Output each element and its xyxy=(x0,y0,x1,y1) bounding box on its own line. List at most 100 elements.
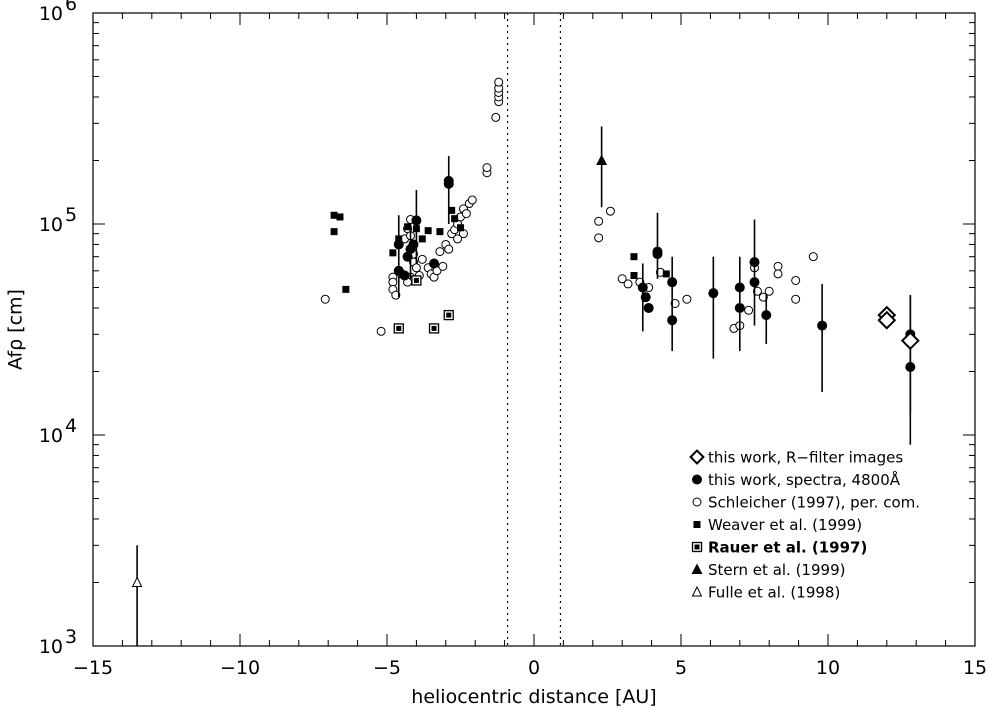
y-tick-label: 10 xyxy=(39,425,63,447)
data-point xyxy=(428,323,440,334)
data-point xyxy=(670,298,680,308)
data-point xyxy=(808,252,818,262)
series-circle-open xyxy=(320,77,818,336)
data-point xyxy=(402,251,413,262)
data-point xyxy=(399,270,410,281)
data-point xyxy=(417,254,427,264)
data-point xyxy=(491,112,501,122)
data-point xyxy=(900,331,920,351)
data-point xyxy=(393,323,404,334)
data-point xyxy=(623,279,633,289)
series-circle-filled xyxy=(393,156,916,445)
data-point xyxy=(393,239,404,250)
square-center xyxy=(431,325,437,331)
x-tick-label: 15 xyxy=(963,657,987,679)
series-diamond-open xyxy=(877,295,920,411)
data-point xyxy=(457,224,464,232)
data-point xyxy=(758,292,768,302)
data-point xyxy=(594,216,604,226)
square-center xyxy=(694,544,700,550)
data-point xyxy=(131,576,143,587)
x-axis-ticks: −15 −10 −5 0 5 10 15 xyxy=(73,13,987,679)
data-point xyxy=(330,211,338,219)
legend-marker xyxy=(691,541,703,553)
data-point xyxy=(444,244,454,254)
legend-label: Weaver et al. (1999) xyxy=(708,516,862,534)
data-point xyxy=(605,206,615,216)
data-point xyxy=(640,292,651,303)
y-tick-label: 10 xyxy=(39,636,63,658)
data-point xyxy=(749,257,760,268)
data-point xyxy=(389,249,397,257)
data-point xyxy=(764,286,774,296)
data-point xyxy=(424,227,432,235)
y-tick-exponent: 6 xyxy=(65,0,77,15)
legend: this work, R−filter images this work, spe… xyxy=(689,449,920,602)
data-point xyxy=(342,285,350,293)
series-square-dot xyxy=(393,275,454,334)
data-point xyxy=(411,275,422,286)
data-point xyxy=(662,270,670,278)
square-center xyxy=(413,277,419,283)
data-point xyxy=(408,239,419,250)
data-point xyxy=(391,290,401,300)
data-point xyxy=(817,320,828,331)
legend-label: Schleicher (1997), per. com. xyxy=(708,494,920,512)
x-tick-label: 10 xyxy=(816,657,840,679)
legend-marker xyxy=(689,449,705,465)
data-point xyxy=(482,163,492,173)
data-point xyxy=(630,272,638,280)
data-point xyxy=(443,178,454,189)
data-point xyxy=(436,228,444,236)
data-point xyxy=(467,195,477,205)
y-tick-exponent: 5 xyxy=(65,204,77,226)
data-point xyxy=(448,206,456,214)
data-point xyxy=(596,154,608,165)
data-point xyxy=(734,282,745,293)
legend-marker xyxy=(693,521,701,528)
data-point xyxy=(438,261,448,271)
y-tick-label: 10 xyxy=(39,3,63,25)
data-point xyxy=(734,302,745,313)
data-point xyxy=(877,310,897,330)
data-point xyxy=(376,326,386,336)
data-point xyxy=(429,258,440,269)
square-center xyxy=(396,325,402,331)
data-point xyxy=(667,277,678,288)
data-point xyxy=(404,223,412,231)
data-point xyxy=(749,277,760,288)
x-tick-label: −5 xyxy=(373,657,401,679)
data-point xyxy=(617,274,627,284)
x-tick-label: 0 xyxy=(528,657,540,679)
x-axis-label: heliocentric distance [AU] xyxy=(411,686,656,708)
data-point xyxy=(744,305,754,315)
series-triangle-open xyxy=(131,545,143,646)
x-tick-label: −15 xyxy=(73,657,113,679)
y-tick-exponent: 4 xyxy=(65,415,77,437)
data-point xyxy=(652,249,663,260)
data-point xyxy=(330,228,338,236)
legend-marker xyxy=(691,585,703,597)
legend-label: this work, R−filter images xyxy=(708,449,903,467)
data-point xyxy=(411,263,421,273)
series-triangle-filled xyxy=(596,126,608,208)
legend-label: Fulle et al. (1998) xyxy=(708,584,840,602)
data-point xyxy=(752,286,762,296)
legend-marker xyxy=(691,563,703,574)
legend-label: Stern et al. (1999) xyxy=(708,561,845,579)
data-point xyxy=(773,261,783,271)
data-point xyxy=(667,315,678,326)
data-point xyxy=(773,269,783,279)
y-tick-exponent: 3 xyxy=(65,626,77,648)
legend-marker xyxy=(692,474,702,485)
data-point xyxy=(630,253,638,261)
data-point xyxy=(453,234,463,244)
data-point xyxy=(411,215,422,226)
data-point xyxy=(637,282,648,293)
data-point xyxy=(451,215,459,223)
data-point xyxy=(791,275,801,285)
data-point xyxy=(791,294,801,304)
data-point xyxy=(443,309,454,321)
